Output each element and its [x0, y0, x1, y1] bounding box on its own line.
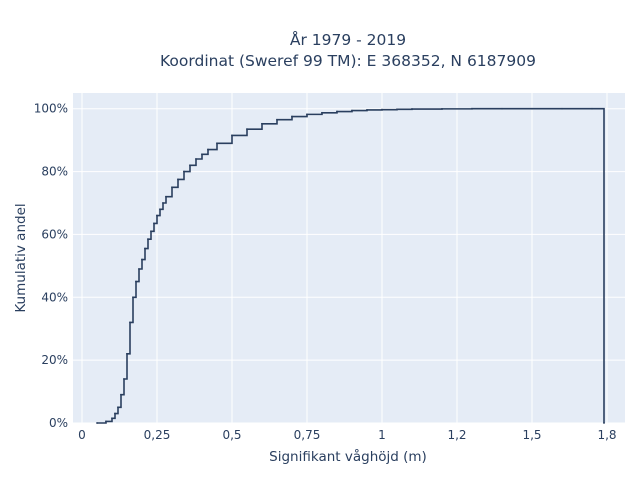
chart-title-line-1: År 1979 - 2019 [290, 30, 406, 49]
chart-title-line-2: Koordinat (Sweref 99 TM): E 368352, N 61… [160, 52, 536, 70]
y-tick-label: 60% [41, 227, 68, 241]
data-point [306, 113, 308, 116]
y-tick-label: 80% [41, 165, 68, 179]
y-axis-title: Kumulativ andel [13, 203, 29, 312]
data-point [114, 412, 116, 415]
data-point [171, 186, 173, 189]
data-point [321, 111, 323, 114]
y-tick-label: 20% [41, 353, 68, 367]
x-tick-label: 0,25 [144, 428, 171, 442]
x-axis-ticks: 0 0,25 0,5 0,75 1 1,2 1,5 1,8 [78, 428, 616, 442]
data-point [501, 107, 503, 110]
data-point [111, 417, 113, 420]
data-point [195, 158, 197, 160]
data-point [129, 321, 131, 324]
data-point [291, 115, 293, 118]
grid-lines [73, 93, 625, 424]
data-point [177, 178, 179, 181]
y-tick-label: 100% [34, 102, 68, 116]
data-point [183, 170, 185, 173]
data-point [603, 422, 605, 424]
data-point [159, 208, 161, 211]
data-point [132, 296, 134, 299]
data-point [411, 108, 413, 110]
data-point [120, 393, 122, 396]
data-point [261, 122, 263, 125]
x-axis-title: Signifikant våghöjd (m) [269, 448, 427, 465]
x-tick-label: 1 [378, 428, 386, 442]
data-point [156, 214, 158, 217]
x-tick-label: 0,5 [222, 428, 241, 442]
x-tick-label: 1,8 [597, 428, 616, 442]
data-point [201, 153, 203, 156]
data-point [396, 108, 398, 111]
y-tick-label: 0% [49, 416, 68, 430]
data-point [471, 107, 473, 110]
y-axis-ticks: 0% 20% 40% 60% 80% 100% [34, 102, 68, 430]
data-point [105, 420, 107, 423]
data-point [231, 134, 233, 137]
x-tick-label: 1,2 [447, 428, 466, 442]
data-point [336, 110, 338, 113]
data-point [441, 107, 443, 110]
data-point [216, 142, 218, 145]
y-tick-label: 40% [41, 290, 68, 304]
data-point [96, 422, 98, 424]
data-point [141, 258, 143, 261]
data-point [117, 406, 119, 409]
data-point [207, 148, 209, 151]
data-point [153, 222, 155, 225]
data-point [147, 238, 149, 241]
plot-area-background [73, 93, 625, 423]
data-point [138, 268, 140, 270]
data-point [162, 202, 164, 204]
data-point [123, 378, 125, 380]
data-point [366, 109, 368, 111]
x-tick-label: 0,75 [294, 428, 321, 442]
data-point [150, 230, 152, 233]
data-point [531, 107, 533, 110]
data-point [126, 352, 128, 355]
data-point [246, 128, 248, 131]
data-point [189, 164, 191, 167]
data-point [135, 280, 137, 283]
data-point [561, 107, 563, 110]
data-point [351, 109, 353, 112]
data-point [276, 118, 278, 121]
data-point [165, 195, 167, 198]
x-tick-label: 0 [78, 428, 86, 442]
data-point [144, 247, 146, 250]
series-points [96, 107, 605, 424]
x-tick-label: 1,5 [522, 428, 541, 442]
data-point [591, 107, 593, 110]
data-point [381, 108, 383, 111]
